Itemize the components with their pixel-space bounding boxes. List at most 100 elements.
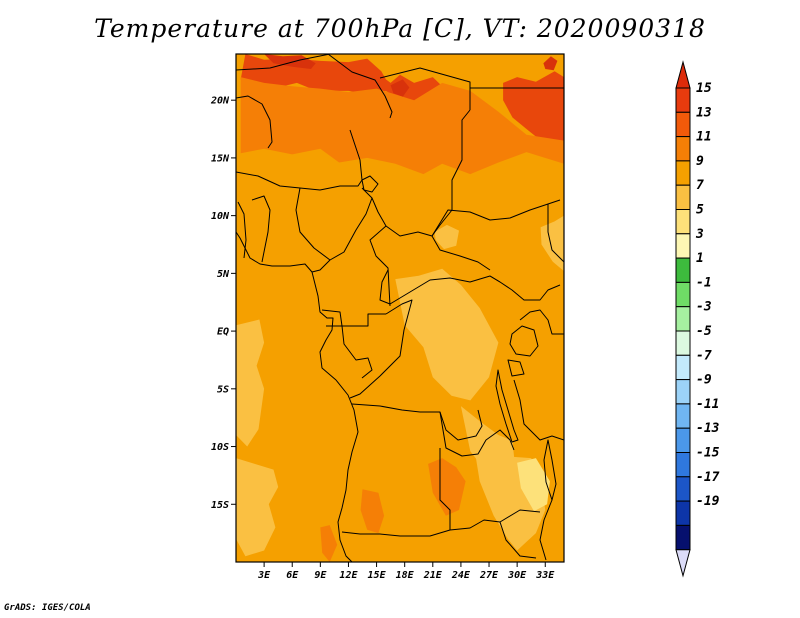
colorbar-label: -5 bbox=[696, 324, 712, 339]
border-angola-namibia bbox=[341, 529, 451, 537]
colorbar-swatch bbox=[675, 500, 691, 526]
border-sudan-chad bbox=[431, 109, 471, 237]
border-congo-drc bbox=[349, 299, 413, 399]
border-niger-chad bbox=[349, 129, 363, 181]
temperature-patch-13 bbox=[503, 71, 564, 145]
colorbar-label: -1 bbox=[696, 275, 712, 290]
border-libya-niger bbox=[236, 54, 331, 71]
colorbar-bottom-arrow bbox=[675, 549, 691, 578]
colorbar-swatch bbox=[675, 87, 691, 113]
border-zambia-south bbox=[449, 509, 541, 531]
temperature-patch-7 bbox=[236, 319, 265, 447]
lon-tick-label: 15E bbox=[368, 570, 387, 581]
border-ethiopia bbox=[547, 204, 564, 263]
lon-tick-label: 33E bbox=[535, 570, 555, 581]
border-eq-guinea-gabon bbox=[321, 309, 386, 327]
lon-tick-label: 30E bbox=[507, 570, 527, 581]
lat-tick-label: 15N bbox=[211, 153, 230, 164]
colorbar-swatch bbox=[675, 111, 691, 138]
colorbar-swatch bbox=[675, 476, 691, 502]
border-car-drc bbox=[379, 269, 501, 305]
colorbar-label: 11 bbox=[696, 130, 712, 145]
border-nigeria-cameroon bbox=[311, 187, 373, 273]
temperature-patch-11 bbox=[320, 525, 338, 562]
map-panel: 20N 15N 10N 5N EQ 5S 10S 15S 3E 6E 9E 12E 15E 18E 21E… bbox=[210, 53, 565, 581]
border-algeria-mali-niger bbox=[236, 95, 273, 149]
colorbar-swatch bbox=[675, 330, 691, 356]
colorbar-swatch bbox=[675, 257, 691, 283]
temperature-patch-5 bbox=[517, 458, 550, 512]
colorbar-swatch bbox=[675, 281, 691, 308]
colorbar-swatch bbox=[675, 427, 691, 454]
temperature-patch-7 bbox=[540, 215, 564, 272]
colorbar-label: -13 bbox=[696, 421, 720, 436]
colorbar: 15 13 11 9 7 5 3 1 -1 -3 -5 -7 -9 -11 -13 -15 -17 -19 bbox=[675, 60, 720, 578]
lat-tick-label: 5N bbox=[217, 269, 230, 280]
latitude-axis: 20N 15N 10N 5N EQ 5S 10S 15S bbox=[210, 96, 236, 511]
border-gabon-congo bbox=[341, 325, 373, 379]
colorbar-swatch bbox=[675, 136, 691, 162]
grads-credit: GrADS: IGES/COLA bbox=[4, 603, 91, 613]
lon-tick-label: 6E bbox=[286, 570, 299, 581]
map-figure: 20N 15N 10N 5N EQ 5S 10S 15S 3E 6E 9E 12E 15E 18E 21E… bbox=[210, 53, 720, 581]
border-drc-angola bbox=[351, 403, 483, 441]
border-rwanda-burundi bbox=[507, 359, 525, 377]
colorbar-swatch bbox=[675, 306, 691, 332]
colorbar-label: -19 bbox=[696, 494, 720, 509]
colorbar-swatch bbox=[675, 160, 691, 186]
temperature-patch-11 bbox=[240, 77, 564, 175]
lon-tick-label: 3E bbox=[257, 570, 271, 581]
colorbar-label: -9 bbox=[696, 373, 712, 388]
colorbar-label: 15 bbox=[696, 81, 712, 96]
border-drc-zambia bbox=[439, 411, 515, 457]
colorbar-swatch bbox=[675, 209, 691, 235]
colorbar-label: 3 bbox=[695, 227, 704, 242]
temperature-field-shading bbox=[236, 54, 564, 562]
temperature-patch-15 bbox=[264, 54, 316, 69]
lon-tick-label: 21E bbox=[423, 570, 443, 581]
border-libya-chad bbox=[327, 54, 393, 119]
lat-tick-label: 5S bbox=[217, 384, 229, 395]
longitude-axis: 3E 6E 9E 12E 15E 18E 21E 24E 27E 30E 33E bbox=[257, 562, 555, 581]
temperature-patch-7 bbox=[395, 268, 499, 401]
coastline-atlantic bbox=[236, 231, 359, 562]
lake-tanganyika bbox=[495, 369, 519, 443]
colorbar-swatch bbox=[675, 403, 691, 429]
border-angola-zambia bbox=[439, 448, 451, 530]
lon-tick-label: 18E bbox=[396, 570, 415, 581]
colorbar-label: 13 bbox=[696, 105, 712, 120]
colorbar-label: 5 bbox=[696, 203, 704, 218]
colorbar-label: -17 bbox=[696, 470, 720, 485]
border-cameroon-chad bbox=[369, 197, 391, 307]
lake-victoria bbox=[509, 325, 539, 357]
country-borders bbox=[236, 54, 564, 562]
map-frame bbox=[235, 53, 565, 563]
border-mozambique bbox=[539, 499, 553, 561]
lon-tick-label: 27E bbox=[479, 570, 499, 581]
border-chad-car bbox=[385, 225, 491, 271]
border-tanzania bbox=[513, 379, 564, 441]
lon-tick-label: 24E bbox=[451, 570, 471, 581]
colorbar-top-arrow bbox=[675, 60, 691, 89]
lake-chad bbox=[361, 175, 379, 193]
lat-tick-label: 20N bbox=[210, 96, 230, 107]
colorbar-swatch bbox=[675, 233, 691, 259]
lat-tick-label: 10N bbox=[211, 211, 230, 222]
colorbar-label: -15 bbox=[696, 446, 720, 461]
border-niger-nigeria bbox=[236, 171, 363, 191]
temperature-patch-15 bbox=[543, 56, 558, 71]
lat-tick-label: 15S bbox=[211, 500, 229, 511]
border-zimbabwe bbox=[499, 521, 537, 559]
temperature-patch-13 bbox=[240, 54, 443, 110]
colorbar-swatch bbox=[675, 184, 691, 210]
lon-tick-label: 12E bbox=[339, 570, 358, 581]
colorbar-label: 7 bbox=[696, 178, 704, 193]
border-benin-togo bbox=[237, 195, 271, 263]
colorbar-swatch bbox=[675, 379, 691, 405]
border-kenya-uganda bbox=[519, 309, 564, 335]
temperature-patch-11 bbox=[360, 489, 385, 534]
colorbar-label: -7 bbox=[696, 348, 712, 363]
temperature-patch-7 bbox=[236, 458, 279, 557]
colorbar-label: 9 bbox=[696, 154, 704, 169]
temperature-patch-7 bbox=[434, 224, 459, 250]
